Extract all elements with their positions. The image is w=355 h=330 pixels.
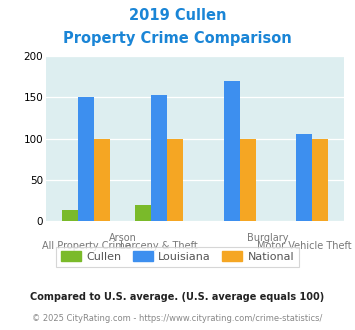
Text: All Property Crime: All Property Crime: [42, 241, 131, 251]
Text: © 2025 CityRating.com - https://www.cityrating.com/crime-statistics/: © 2025 CityRating.com - https://www.city…: [32, 314, 323, 323]
Bar: [312, 139, 328, 221]
Text: Burglary: Burglary: [247, 233, 289, 243]
Bar: [296, 134, 312, 221]
Text: Compared to U.S. average. (U.S. average equals 100): Compared to U.S. average. (U.S. average …: [31, 292, 324, 302]
Bar: [78, 97, 94, 221]
Bar: [224, 81, 240, 221]
Bar: [94, 139, 110, 221]
Bar: [62, 210, 78, 221]
Bar: [135, 205, 151, 221]
Text: Arson: Arson: [109, 233, 136, 243]
Bar: [240, 139, 256, 221]
Text: 2019 Cullen: 2019 Cullen: [129, 8, 226, 23]
Bar: [167, 139, 183, 221]
Text: Property Crime Comparison: Property Crime Comparison: [63, 31, 292, 46]
Bar: [151, 95, 167, 221]
Text: Larceny & Theft: Larceny & Theft: [120, 241, 198, 251]
Text: Motor Vehicle Theft: Motor Vehicle Theft: [257, 241, 352, 251]
Legend: Cullen, Louisiana, National: Cullen, Louisiana, National: [56, 247, 299, 267]
